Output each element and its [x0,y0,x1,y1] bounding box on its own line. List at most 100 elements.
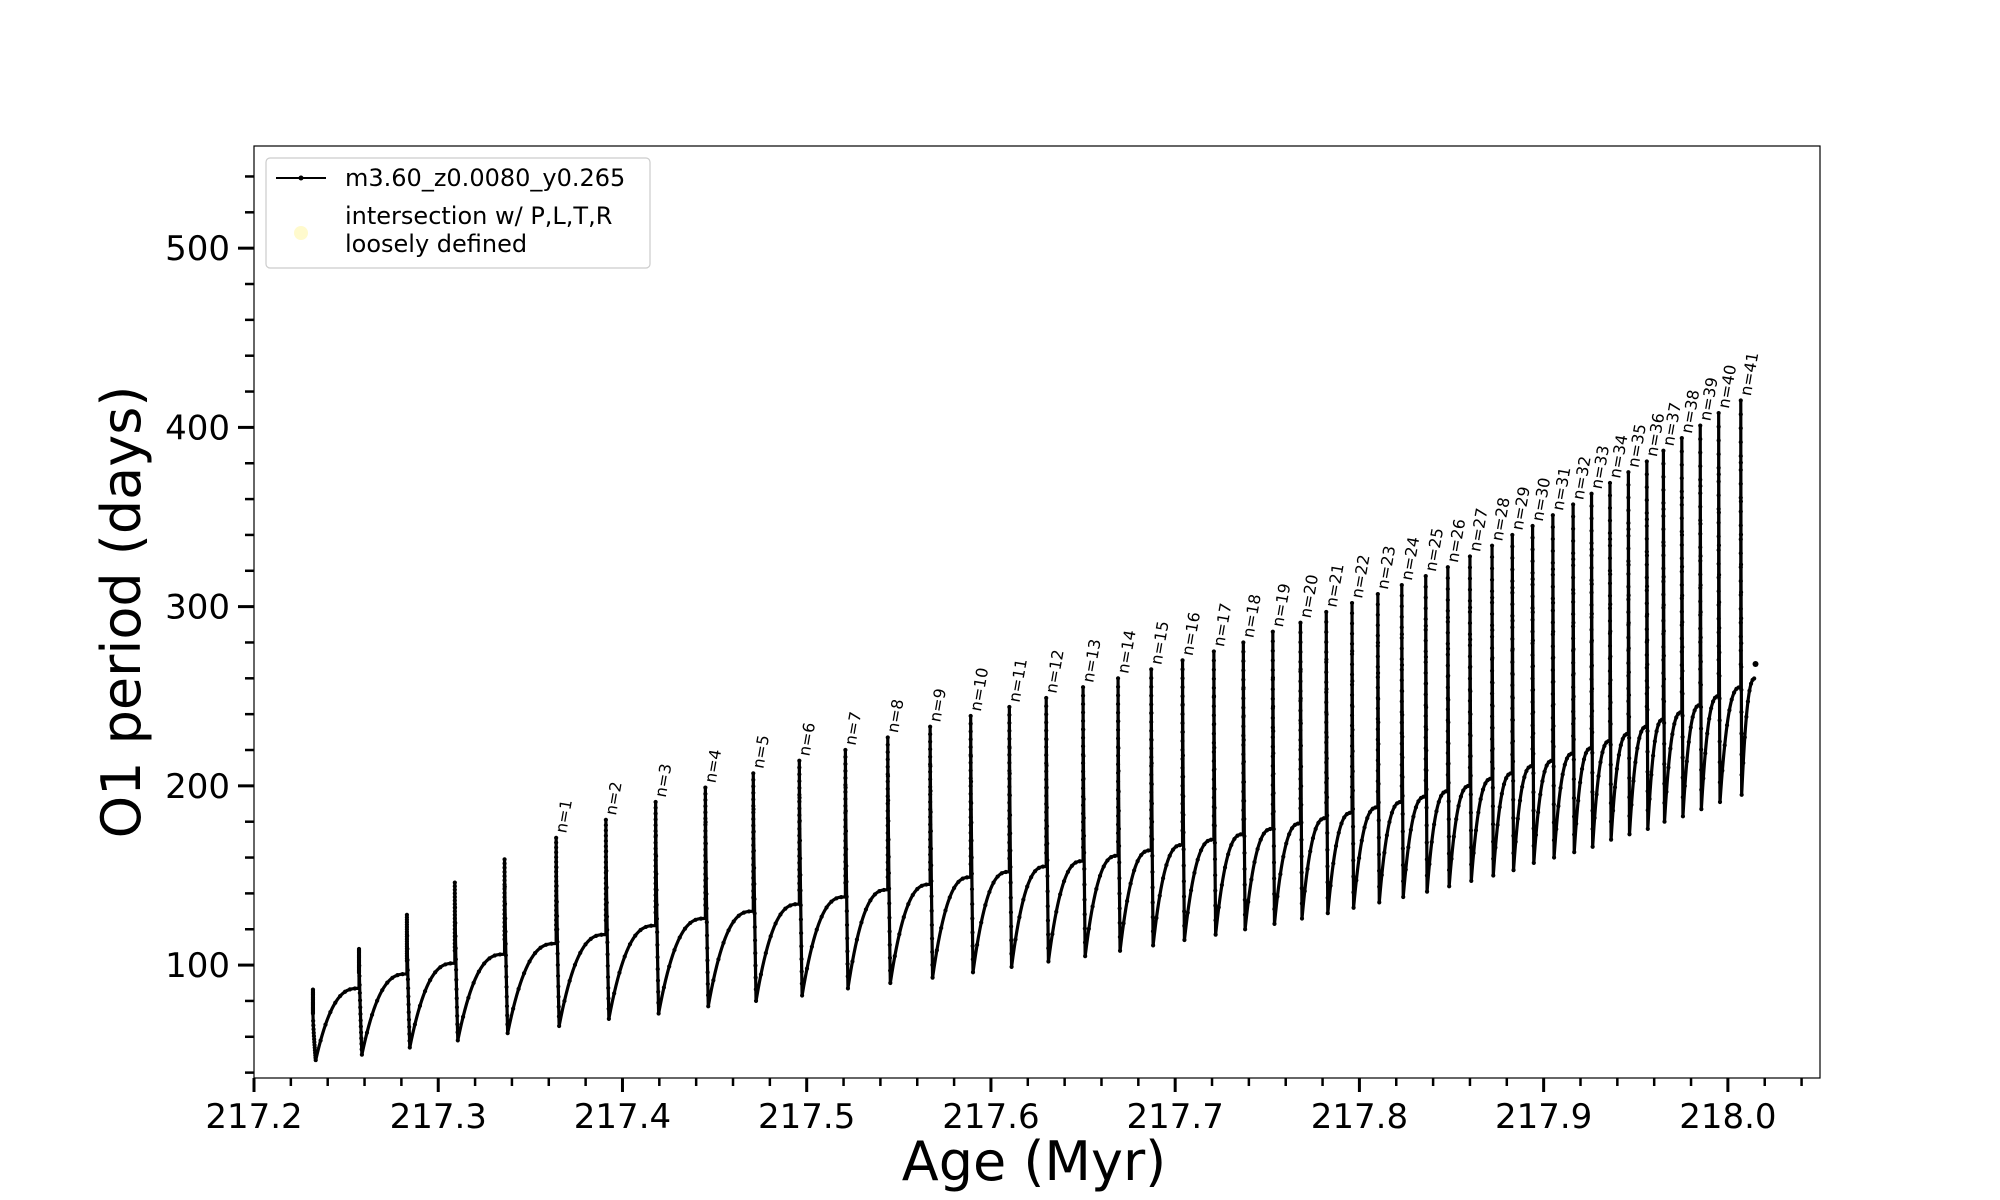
series-point [1717,739,1722,744]
series-point [1530,688,1535,693]
series-point [1699,787,1704,792]
series-point [1592,815,1597,821]
series-point [1399,731,1404,736]
series-point [1717,780,1722,785]
series-point [603,849,608,854]
series-point [1149,676,1154,681]
series-point [1029,875,1034,880]
series-point [968,721,973,726]
series-point [915,886,920,892]
series-point [1589,701,1594,707]
series-point [1115,693,1121,698]
series-point [1626,508,1631,513]
series-point [1400,846,1406,851]
series-point [1080,845,1086,850]
series-point [1562,762,1567,767]
series-point [1662,781,1667,786]
series-point [406,994,411,999]
series-point [1589,627,1594,632]
series-point [653,863,658,869]
series-point [1467,621,1473,626]
series-point [617,970,622,975]
series-point [1007,728,1012,734]
pulse-label: n=7 [841,710,866,747]
series-point [1661,676,1667,682]
series-point [1399,762,1404,767]
series-point [1467,632,1473,637]
pulse-labels: n=1 n=2 n=3 n=4 n=5 n=6 n=7 n=8 n=9 n=10 n=11 n=12 n… [551,351,1762,835]
series-point [1627,735,1632,741]
series-point [1454,817,1459,822]
series-point [704,906,709,911]
series-point [930,975,935,980]
series-point [1270,735,1275,740]
series-point [1550,608,1555,613]
series-point [1211,786,1216,791]
series-point [1007,792,1012,797]
series-point [502,928,507,934]
series-point [603,865,608,870]
series-point [1635,746,1640,751]
series-point [1672,721,1677,727]
series-point [1211,713,1216,718]
series-point [1080,836,1086,842]
series-point [1716,630,1721,635]
series-point [1589,541,1594,546]
series-point [703,810,708,815]
series-point [1489,543,1495,548]
series-point [1270,658,1275,663]
series-point [1080,685,1086,690]
series-point [843,824,848,830]
series-point [1349,784,1355,790]
series-point [1375,768,1380,773]
series-point [556,994,561,999]
series-point [1738,620,1743,625]
series-point [1400,755,1405,760]
series-point [1589,516,1594,521]
series-point [1571,709,1576,714]
series-point [751,888,756,894]
series-point [752,938,758,943]
pulse-label: n=41 [1736,351,1762,398]
series-point [1530,570,1535,576]
series-point [1080,744,1086,749]
series-point [797,819,802,825]
series-point [1661,618,1666,623]
series-point [703,816,708,821]
series-point [1504,775,1509,781]
series-point [502,903,507,908]
series-point [502,907,507,912]
pulse-label: n=15 [1146,620,1172,667]
series-point [1211,667,1216,672]
series-point [1469,862,1474,867]
series-point [1211,740,1216,745]
series-point [1626,660,1631,666]
series-point [751,771,756,776]
series-point [1589,578,1594,583]
pulse-label: n=2 [601,780,626,817]
series-point [751,843,756,848]
series-point [901,914,906,920]
series-point [1271,860,1277,865]
series-point [1061,879,1067,884]
series-point [1308,849,1313,854]
series-point [1349,621,1355,626]
series-point [843,880,848,885]
series-point [1679,556,1684,561]
series-point [1375,789,1380,794]
series-point [1149,711,1154,716]
series-point [1226,852,1231,857]
pulse-label: n=8 [883,698,908,735]
series-point [1325,864,1330,869]
series-point [1115,770,1121,776]
series-point [1401,879,1406,884]
series-point [1607,719,1613,724]
series-point [1698,626,1703,631]
series-point [452,909,457,914]
series-point [502,933,507,938]
series-point [603,854,608,860]
series-point [1211,649,1216,654]
series-point [1270,667,1275,673]
series-point [886,886,892,891]
series-point [1082,912,1087,917]
